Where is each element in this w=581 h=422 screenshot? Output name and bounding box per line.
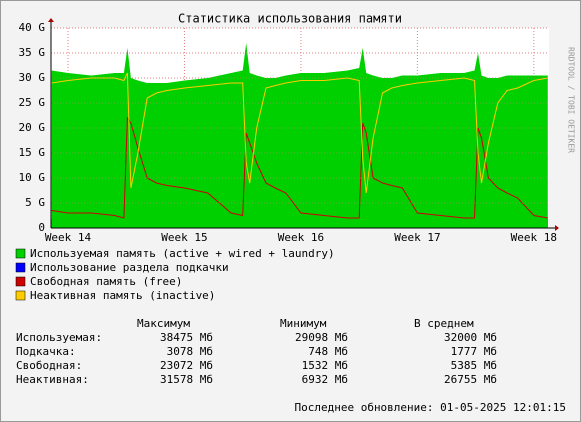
legend-label: Неактивная память (inactive) xyxy=(30,289,215,302)
x-arrow xyxy=(555,225,559,231)
x-tick-label: Week 18 xyxy=(511,231,557,244)
chart-title: Статистика использования памяти xyxy=(178,12,402,26)
x-tick-label: Week 15 xyxy=(161,231,207,244)
y-tick-label: 10 G xyxy=(19,171,46,184)
y-tick-label: 40 G xyxy=(19,21,46,34)
legend-swatch xyxy=(15,262,26,273)
stats-header: В среднем xyxy=(414,317,474,330)
stats-value: 3078 Мб xyxy=(167,345,213,358)
x-tick-label: Week 14 xyxy=(45,231,92,244)
side-label: RRDTOOL / TOBI OETIKER xyxy=(567,47,576,153)
stats-label: Свободная: xyxy=(16,359,82,372)
stats-value: 6932 Мб xyxy=(302,373,348,386)
y-tick-label: 5 G xyxy=(25,196,45,209)
legend-label: Используемая память (active + wired + la… xyxy=(30,247,335,260)
y-tick-label: 30 G xyxy=(19,71,46,84)
legend-swatch xyxy=(15,290,26,301)
stats-value: 29098 Мб xyxy=(295,331,348,344)
legend-swatch xyxy=(15,248,26,259)
stats-value: 31578 Мб xyxy=(160,373,213,386)
stats-value: 748 Мб xyxy=(308,345,348,358)
stats-label: Неактивная: xyxy=(16,373,89,386)
legend-swatch xyxy=(15,276,26,287)
y-tick-label: 35 G xyxy=(19,46,46,59)
legend-label: Свободная память (free) xyxy=(30,275,182,288)
y-tick-label: 20 G xyxy=(19,121,46,134)
y-tick-label: 25 G xyxy=(19,96,46,109)
stats-value: 23072 Мб xyxy=(160,359,213,372)
footer: Последнее обновление: 01-05-2025 12:01:1… xyxy=(294,401,566,414)
stats-value: 32000 Мб xyxy=(444,331,497,344)
stats-header: Минимум xyxy=(280,317,327,330)
stats-value: 26755 Мб xyxy=(444,373,497,386)
stats-value: 1777 Мб xyxy=(451,345,497,358)
stats-value: 1532 Мб xyxy=(302,359,348,372)
x-tick-label: Week 17 xyxy=(394,231,440,244)
stats-value: 5385 Мб xyxy=(451,359,497,372)
y-arrow xyxy=(48,18,54,22)
line xyxy=(51,72,548,194)
x-tick-label: Week 16 xyxy=(278,231,324,244)
stats-label: Используемая: xyxy=(16,331,102,344)
stats-label: Подкачка: xyxy=(16,345,76,358)
legend-label: Использование раздела подкачки xyxy=(30,261,229,274)
y-tick-label: 15 G xyxy=(19,146,46,159)
y-tick-label: 0 xyxy=(38,221,45,234)
stats-value: 38475 Мб xyxy=(160,331,213,344)
stats-header: Максимум xyxy=(137,317,190,330)
line xyxy=(51,116,548,219)
